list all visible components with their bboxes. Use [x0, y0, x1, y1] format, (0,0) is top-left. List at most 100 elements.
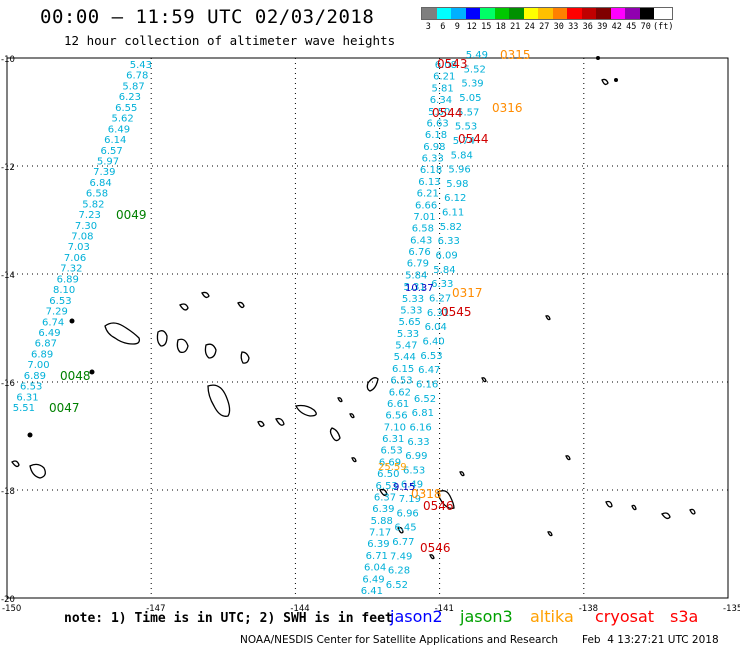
colorbar-label: 45: [626, 22, 637, 32]
colorbar-swatch: [610, 8, 625, 19]
island: [201, 291, 210, 299]
wave-height-value: 5.50: [428, 107, 450, 118]
wave-height-value: 6.15: [392, 364, 414, 375]
credit-timestamp: Feb 4 13:27:21 UTC 2018: [582, 634, 719, 646]
wave-height-value: 6.53: [403, 465, 425, 476]
island: [257, 420, 265, 428]
pass-time-label: 0317: [452, 286, 483, 300]
island: [204, 343, 217, 359]
wave-height-value: 6.08: [435, 60, 457, 71]
colorbar-label: 27: [539, 22, 550, 32]
island-dot: [69, 318, 75, 324]
axis-tick-labels: -150 -147 -144 -141 -138 -135 -10 -12 -14 -16 -18 -…: [1, 55, 740, 614]
wave-height-value: 6.33: [438, 236, 460, 247]
colorbar-swatches: [421, 7, 673, 20]
wave-height-value: 7.32: [60, 264, 82, 275]
wave-height-value: 6.78: [126, 71, 148, 82]
wave-height-value: 6.31: [16, 392, 38, 403]
wave-height-value: 5.33: [402, 294, 424, 305]
wave-height-value: 5.88: [371, 516, 393, 527]
pass-time-label: 0048: [60, 369, 91, 383]
colorbar-labels: 3 6 9 12 15 18 21 24 27 30 33 36 39 42 45 70 (ft): [421, 22, 674, 32]
wave-height-value: 5.65: [399, 317, 421, 328]
wave-height-value: 5.05: [459, 93, 481, 104]
wave-height-value: 6.09: [435, 251, 457, 262]
wave-height-value: 6.89: [24, 371, 46, 382]
wave-height-value: 6.16: [416, 379, 438, 390]
wave-height-value: 6.79: [407, 259, 429, 270]
satellite-legend-jason3: jason3: [460, 607, 513, 626]
y-tick-label: -16: [1, 379, 15, 389]
map-title: 00:00 – 11:59 UTC 02/03/2018: [40, 6, 375, 28]
island: [661, 512, 671, 520]
island: [601, 78, 609, 86]
pass-time-label: 0047: [49, 401, 80, 415]
colorbar-swatch: [451, 8, 466, 19]
island: [481, 377, 487, 383]
wave-height-value: 6.76: [408, 247, 430, 258]
x-tick-label: -147: [146, 604, 165, 614]
wave-height-value: 6.18: [420, 165, 442, 176]
map-frame: [6, 57, 729, 599]
altimeter-tracks: 5.436.785.876.236.555.626.496.146.575.97…: [13, 50, 488, 597]
x-tick-label: -135: [723, 604, 740, 614]
wave-height-value: 6.98: [423, 142, 445, 153]
wave-height-value: 6.61: [387, 399, 409, 410]
wave-height-value: 6.12: [444, 193, 466, 204]
wave-height-value: 5.57: [457, 107, 479, 118]
wave-height-value: 5.87: [122, 81, 144, 92]
wave-height-value: 6.11: [442, 208, 464, 219]
wave-height-value: 7.17: [369, 528, 391, 539]
colorbar-label: 24: [524, 22, 535, 32]
wave-height-value: 6.99: [405, 451, 427, 462]
island: [207, 384, 231, 417]
x-tick-label: -144: [290, 604, 309, 614]
island: [379, 488, 388, 496]
wave-height-value: 6.58: [86, 189, 108, 200]
wave-height-value: 5.96: [448, 165, 470, 176]
colorbar-swatch: [552, 8, 567, 19]
island: [179, 303, 189, 311]
wave-height-value: 7.49: [390, 551, 412, 562]
wave-height-value: 6.16: [410, 422, 432, 433]
colorbar-label: 33: [568, 22, 579, 32]
x-tick-label: -141: [435, 604, 454, 614]
colorbar-swatch: [581, 8, 596, 19]
island-dot: [27, 432, 33, 438]
wave-height-value: 5.51: [13, 403, 35, 414]
colorbar-swatch: [567, 8, 582, 19]
colorbar-label: 70: [640, 22, 651, 32]
wave-height-value: 6.39: [367, 539, 389, 550]
colorbar-unit: (ft): [653, 22, 674, 32]
wave-height-value: 5.31: [403, 282, 425, 293]
wave-height-value: 5.53: [455, 122, 477, 133]
wave-height-value: 7.06: [64, 253, 86, 264]
wave-height-value: 6.89: [57, 274, 79, 285]
colorbar-label: 12: [466, 22, 477, 32]
island: [631, 504, 637, 511]
wave-height-value: 5.84: [451, 150, 473, 161]
wave-height-value: 6.37: [374, 492, 396, 503]
wave-height-value: 6.49: [362, 574, 384, 585]
wave-height-colorbar: 3 6 9 12 15 18 21 24 27 30 33 36 39 42 45 70 (ft): [421, 7, 673, 32]
island-dot: [596, 56, 600, 60]
island: [295, 404, 317, 417]
colorbar-label: 30: [553, 22, 564, 32]
wave-height-value: 6.50: [377, 469, 399, 480]
island: [429, 554, 435, 560]
colorbar-label: 36: [582, 22, 593, 32]
wave-height-value: 6.77: [392, 537, 414, 548]
wave-height-value: 6.58: [412, 224, 434, 235]
satellite-legend-cryosat: cryosat: [595, 607, 655, 626]
wave-height-value: 6.33: [422, 154, 444, 165]
wave-height-value: 6.53: [380, 446, 402, 457]
wave-height-value: 6.55: [115, 103, 137, 114]
pass-time-label: 0546: [420, 541, 451, 555]
wave-height-value: 6.33: [431, 279, 453, 290]
wave-height-value: 6.53: [420, 351, 442, 362]
island-dots: [27, 56, 618, 438]
island: [29, 463, 46, 479]
pass-time-label: 0545: [441, 305, 472, 319]
wave-height-value: 7.03: [68, 242, 90, 253]
footer-note: note: 1) Time is in UTC; 2) SWH is in fe…: [64, 611, 393, 626]
